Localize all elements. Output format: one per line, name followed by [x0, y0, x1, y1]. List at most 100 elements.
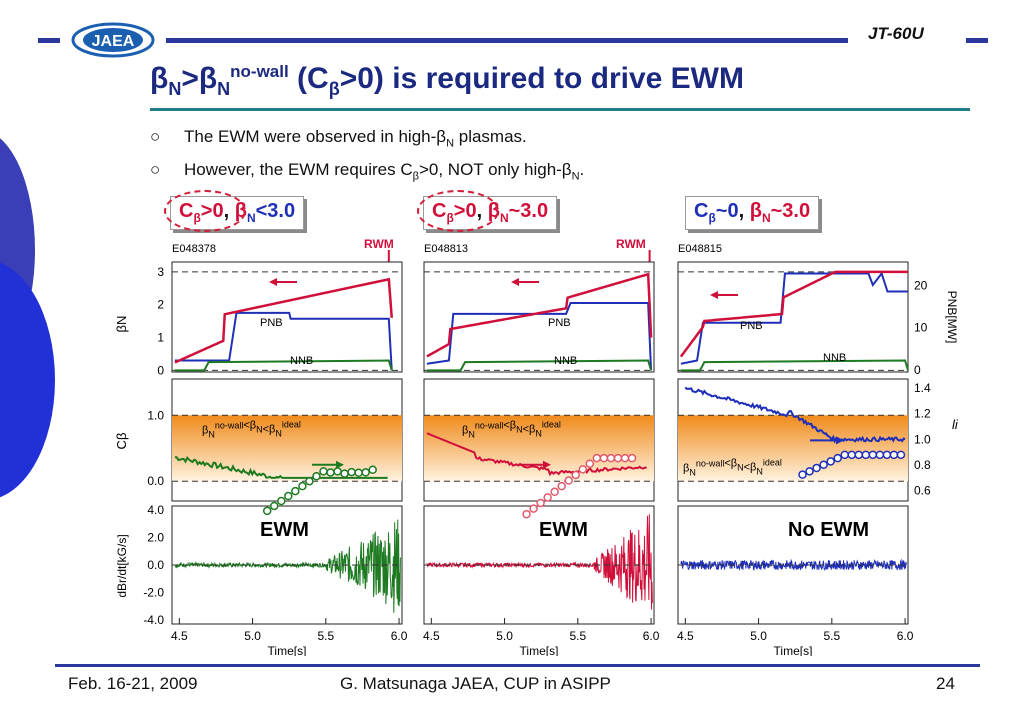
data-circle — [861, 450, 871, 460]
bullet-2: ○ However, the EWM requires Cβ>0, NOT onl… — [150, 160, 585, 183]
data-circle — [284, 491, 293, 501]
li-trace — [684, 386, 906, 444]
data-circle — [557, 481, 566, 491]
data-circle — [277, 496, 286, 506]
ytick-betaN: 2 — [157, 298, 164, 312]
data-circle — [826, 457, 835, 466]
ytick-dbr: 4.0 — [147, 503, 164, 517]
pnb-label: PNB — [548, 317, 571, 329]
data-circle — [592, 453, 602, 463]
footer-date: Feb. 16-21, 2009 — [68, 674, 198, 693]
data-circle — [312, 472, 321, 481]
right-label-pnb: PNB[MW] — [945, 291, 959, 344]
highlight-oval-2 — [417, 190, 499, 232]
data-circle — [578, 465, 588, 474]
stability-band — [678, 415, 908, 482]
data-circle — [840, 450, 849, 460]
right-tick-pnb: 10 — [914, 321, 928, 335]
pnb-label: PNB — [260, 317, 283, 329]
ylabel-betaN: βN — [114, 316, 129, 333]
x-tick-label: 5.0 — [496, 629, 513, 643]
ytick-betaN: 1 — [157, 331, 164, 345]
x-tick-label: 5.5 — [569, 629, 586, 643]
condition-box-3: Cβ~0, βN~3.0 — [685, 196, 820, 230]
header-bar-right — [966, 38, 988, 43]
data-circle — [805, 467, 814, 476]
data-circle — [847, 450, 856, 460]
ytick-dbr: 0.0 — [147, 558, 164, 572]
data-circle — [262, 506, 272, 516]
right-tick-li: 0.6 — [914, 484, 931, 498]
nnb-trace — [426, 359, 653, 372]
cbeta-arrowhead — [336, 460, 344, 469]
data-circle — [319, 467, 328, 476]
data-circle — [798, 470, 807, 479]
x-tick-label: 5.5 — [317, 629, 334, 643]
ytick-cbeta: 0.0 — [147, 474, 164, 488]
data-circle — [620, 453, 630, 463]
data-circle — [333, 467, 342, 476]
data-circle — [613, 453, 623, 463]
x-tick-label: 5.0 — [750, 629, 767, 643]
data-circle — [298, 481, 307, 491]
footer-rule — [55, 664, 980, 667]
data-circle — [606, 453, 616, 463]
data-circle — [305, 476, 314, 486]
data-circle — [522, 509, 531, 519]
x-tick-label: 6.0 — [897, 629, 914, 643]
nnb-label: NNB — [823, 352, 846, 364]
rwm-label: RWM — [616, 237, 646, 251]
cbeta-trace — [426, 432, 647, 477]
trend-arrowhead — [710, 291, 718, 299]
shot-id: E048378 — [172, 243, 216, 255]
band-label: βNno-wall<βN<βNideal — [462, 420, 561, 440]
data-circle — [875, 450, 885, 460]
data-circle — [585, 459, 595, 468]
x-tick-label: 4.5 — [171, 629, 188, 643]
data-circle — [536, 498, 545, 508]
betaN-trace — [174, 277, 393, 364]
panel-frame — [171, 261, 403, 373]
panel-frame — [423, 261, 655, 373]
pnb-trace — [426, 302, 653, 371]
x-label: Time[s] — [774, 644, 813, 656]
dbr-trace — [680, 558, 907, 572]
bullet-1: ○ The EWM were observed in high-βN plasma… — [150, 127, 527, 150]
x-tick-label: 6.0 — [391, 629, 408, 643]
data-circle — [819, 460, 828, 469]
right-label-li: li — [952, 417, 959, 432]
panel-frame — [677, 261, 909, 373]
data-circle — [550, 487, 559, 497]
band-label: βNno-wall<βN<βNideal — [683, 457, 782, 477]
trend-arrowhead — [269, 278, 277, 286]
data-circle — [896, 450, 906, 460]
data-circle — [361, 468, 370, 477]
right-tick-li: 1.4 — [914, 381, 931, 395]
shot-id: E048815 — [678, 243, 722, 255]
cbeta-arrowhead — [543, 460, 551, 469]
data-circle — [564, 476, 573, 485]
slide-title: βN>βNno-wall (Cβ>0) is required to drive… — [150, 62, 744, 99]
x-tick-label: 6.0 — [643, 629, 660, 643]
pnb-label: PNB — [740, 320, 763, 332]
data-circle — [543, 493, 552, 502]
x-label: Time[s] — [520, 644, 559, 656]
pnb-trace — [174, 311, 393, 371]
ytick-betaN: 0 — [157, 363, 164, 377]
right-tick-pnb: 20 — [914, 278, 928, 292]
data-circle — [368, 465, 377, 475]
data-circle — [340, 469, 349, 478]
header-bar — [166, 38, 848, 43]
ylabel-cbeta: Cβ — [114, 433, 129, 450]
x-tick-label: 5.5 — [823, 629, 840, 643]
ytick-dbr: -2.0 — [143, 585, 164, 599]
right-tick-li: 1.2 — [914, 407, 931, 421]
nnb-trace — [174, 359, 393, 372]
cbeta-trace — [174, 455, 388, 479]
ewm-label: EWM — [260, 519, 309, 541]
data-circle — [833, 453, 842, 463]
data-circle — [291, 486, 300, 496]
rwm-label: RWM — [364, 237, 394, 251]
data-circle — [571, 470, 581, 480]
data-circle — [889, 450, 899, 460]
